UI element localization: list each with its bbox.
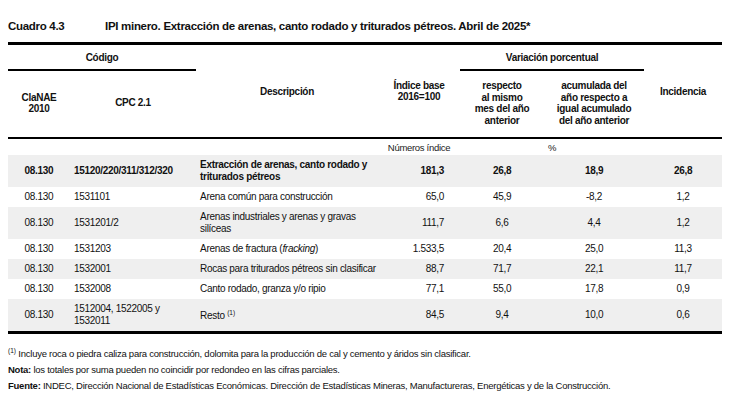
cell-variacion-acumulada: -8,2: [544, 187, 644, 207]
cell-indice-base: 77,1: [378, 279, 460, 299]
cell-clanae: 08.130: [8, 155, 70, 187]
cell-incidencia: 0,9: [644, 279, 722, 299]
footnote-fuente-text: INDEC, Dirección Nacional de Estadística…: [41, 380, 611, 391]
cell-variacion-mensual: 71,7: [460, 259, 544, 279]
cell-variacion-acumulada: 18,9: [544, 155, 644, 187]
cell-cpc: 1531203: [70, 239, 196, 259]
cell-descripcion: Extracción de arenas, canto rodado y tri…: [196, 155, 378, 187]
footnote-1-text: Incluye roca o piedra caliza para constr…: [16, 348, 471, 359]
table-row: 08.1301531101Arena común para construcci…: [8, 187, 722, 207]
footnote-ref: (1): [227, 309, 235, 316]
table-row: 08.1301532008Canto rodado, granza y/o ri…: [8, 279, 722, 299]
col-header-acumulada: acumulada del año respecto a igual acumu…: [544, 70, 644, 138]
cell-variacion-mensual: 45,9: [460, 187, 544, 207]
unit-percent: %: [460, 138, 644, 155]
cell-incidencia: 0,6: [644, 299, 722, 333]
cell-variacion-acumulada: 22,1: [544, 259, 644, 279]
cell-cpc: 1531201/2: [70, 207, 196, 239]
units-spacer: [8, 138, 378, 155]
footnote-1-marker: (1): [8, 347, 16, 354]
group-header-codigo: Código: [8, 44, 196, 71]
table-row: 08.1301512004, 1522005 y 1532011Resto (1…: [8, 299, 722, 333]
footnote-nota: Nota: los totales por suma pueden no coi…: [8, 362, 722, 378]
table-row: 08.1301531203Arenas de fractura (frackin…: [8, 239, 722, 259]
cell-indice-base: 181,3: [378, 155, 460, 187]
cell-descripcion: Resto (1): [196, 299, 378, 333]
table-row: 08.13015120/220/311/312/320Extracción de…: [8, 155, 722, 187]
footnote-fuente: Fuente: INDEC, Dirección Nacional de Est…: [8, 378, 722, 394]
col-header-respecto: respecto al mismo mes del año anterior: [460, 70, 544, 138]
footnote-fuente-label: Fuente:: [8, 380, 41, 391]
units-spacer-right: [644, 138, 722, 155]
cell-indice-base: 84,5: [378, 299, 460, 333]
cell-indice-base: 65,0: [378, 187, 460, 207]
cell-descripcion: Canto rodado, granza y/o ripio: [196, 279, 378, 299]
cell-cpc: 1512004, 1522005 y 1532011: [70, 299, 196, 333]
footnote-1: (1) Incluye roca o piedra caliza para co…: [8, 343, 722, 362]
cell-descripcion: Arenas de fractura (fracking): [196, 239, 378, 259]
cell-indice-base: 1.533,5: [378, 239, 460, 259]
cell-descripcion: Arena común para construcción: [196, 187, 378, 207]
report-page: Cuadro 4.3 IPI minero. Extracción de are…: [0, 0, 730, 394]
cell-clanae: 08.130: [8, 299, 70, 333]
cell-descripcion: Rocas para triturados pétreos sin clasif…: [196, 259, 378, 279]
group-header-row: Código Descripción Índice base 2016=100 …: [8, 44, 722, 71]
cell-variacion-mensual: 55,0: [460, 279, 544, 299]
col-header-clanae: ClaNAE 2010: [8, 70, 70, 138]
cell-incidencia: 11,7: [644, 259, 722, 279]
cell-cpc: 15120/220/311/312/320: [70, 155, 196, 187]
cell-cpc: 1531101: [70, 187, 196, 207]
cell-cpc: 1532001: [70, 259, 196, 279]
cell-clanae: 08.130: [8, 259, 70, 279]
page-title: IPI minero. Extracción de arenas, canto …: [105, 20, 530, 32]
table-row: 08.1301532001Rocas para triturados pétre…: [8, 259, 722, 279]
cell-variacion-mensual: 6,6: [460, 207, 544, 239]
footnote-nota-text: los totales por suma pueden no coincidir…: [31, 364, 340, 375]
cell-variacion-mensual: 9,4: [460, 299, 544, 333]
cell-clanae: 08.130: [8, 187, 70, 207]
unit-numeros-indice: Números índice: [378, 138, 460, 155]
data-table: Código Descripción Índice base 2016=100 …: [8, 42, 722, 334]
cell-clanae: 08.130: [8, 279, 70, 299]
group-header-variacion: Variación porcentual: [460, 44, 644, 71]
footnotes: (1) Incluye roca o piedra caliza para co…: [8, 343, 722, 394]
col-header-indice-base: Índice base 2016=100: [378, 44, 460, 139]
cell-incidencia: 1,2: [644, 207, 722, 239]
cell-clanae: 08.130: [8, 239, 70, 259]
cell-variacion-acumulada: 17,8: [544, 279, 644, 299]
col-header-descripcion: Descripción: [196, 44, 378, 139]
units-row: Números índice %: [8, 138, 722, 155]
footnote-nota-label: Nota:: [8, 364, 31, 375]
table-body: 08.13015120/220/311/312/320Extracción de…: [8, 155, 722, 333]
cell-descripcion: Arenas industriales y arenas y gravas si…: [196, 207, 378, 239]
cell-incidencia: 11,3: [644, 239, 722, 259]
cell-variacion-acumulada: 10,0: [544, 299, 644, 333]
cell-variacion-mensual: 26,8: [460, 155, 544, 187]
cell-incidencia: 1,2: [644, 187, 722, 207]
col-header-incidencia: Incidencia: [644, 44, 722, 139]
cell-variacion-acumulada: 25,0: [544, 239, 644, 259]
cell-clanae: 08.130: [8, 207, 70, 239]
cell-indice-base: 88,7: [378, 259, 460, 279]
cell-indice-base: 111,7: [378, 207, 460, 239]
table-caption: Cuadro 4.3 IPI minero. Extracción de are…: [8, 20, 722, 32]
table-row: 08.1301531201/2Arenas industriales y are…: [8, 207, 722, 239]
cell-variacion-mensual: 20,4: [460, 239, 544, 259]
col-header-cpc: CPC 2.1: [70, 70, 196, 138]
table-number: Cuadro 4.3: [8, 20, 105, 32]
cell-variacion-acumulada: 4,4: [544, 207, 644, 239]
cell-incidencia: 26,8: [644, 155, 722, 187]
cell-cpc: 1532008: [70, 279, 196, 299]
